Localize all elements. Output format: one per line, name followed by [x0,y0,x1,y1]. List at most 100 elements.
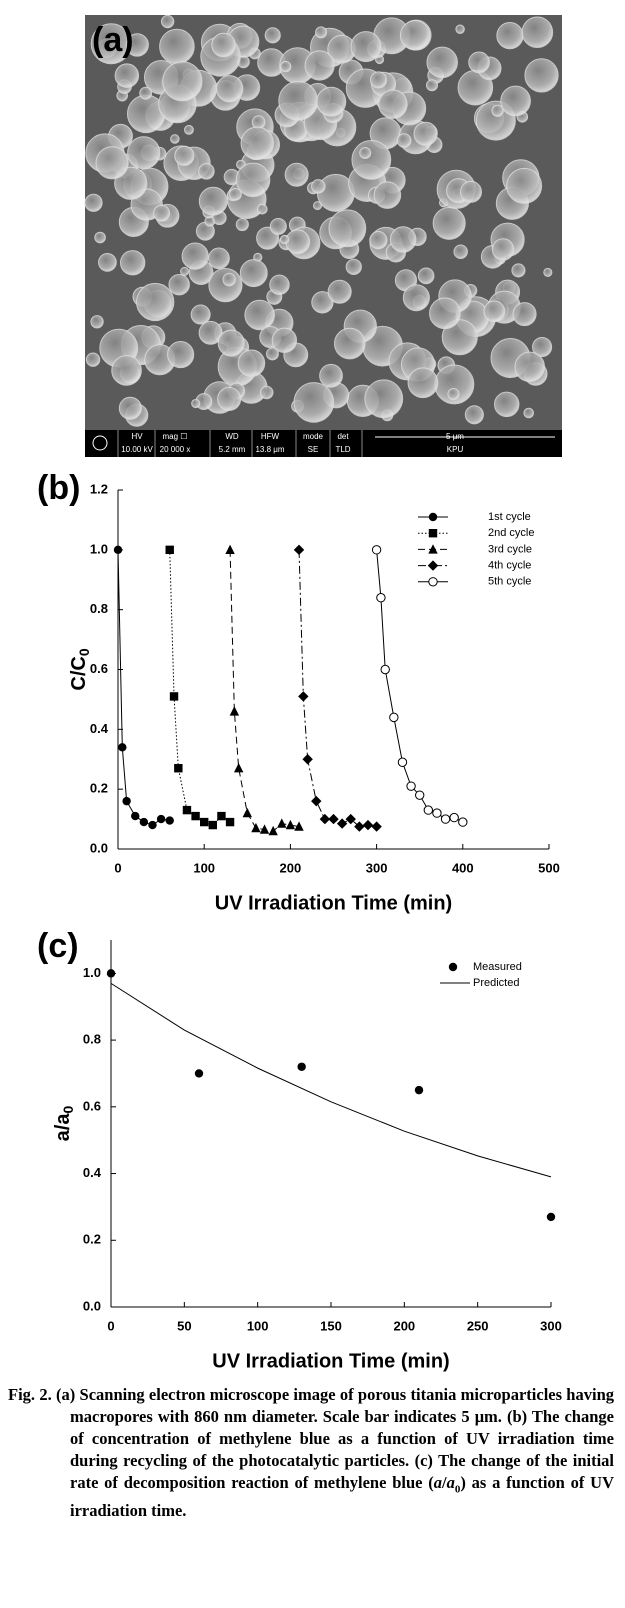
data-point [371,545,382,555]
sem-info-label: mag ☐ [163,432,188,441]
data-point [225,544,235,555]
sem-pore [453,244,468,259]
sem-pore [493,391,520,418]
sem-pore [90,315,104,329]
sem-pore [208,247,230,270]
sem-pore [311,179,326,194]
sem-pore [264,27,281,44]
panel-label: (c) [37,927,79,965]
data-point [546,1212,556,1222]
y-tick-label: 0.2 [83,1232,101,1247]
x-tick-label: 200 [393,1318,415,1333]
data-point [191,811,200,821]
x-tick-label: 300 [366,860,388,875]
sem-pore [455,24,465,34]
data-point [293,544,305,556]
y-axis-label-subscript: 0 [76,648,92,656]
data-point [122,796,131,806]
sem-pore [523,407,535,419]
y-tick-label: 0.0 [90,840,108,855]
sem-info-value: KPU [447,445,464,454]
data-point [131,811,140,821]
data-point [200,817,209,827]
data-point [415,790,425,800]
data-point [319,813,331,825]
sem-pore [211,32,236,58]
sem-info-label: HV [131,432,143,441]
sem-pore [222,272,236,287]
sem-pore [345,258,362,275]
data-point [169,692,179,701]
data-point [294,821,304,831]
sem-pore [84,193,103,212]
panel-label: (a) [92,21,134,59]
data-point [194,1069,204,1078]
sem-pore [85,352,101,367]
sem-pore [351,140,392,180]
sem-pore [483,300,506,323]
sem-pore [114,63,140,88]
sem-pore [118,396,142,420]
series-line [298,549,377,828]
sem-pore [334,327,366,360]
sem-pore [159,28,195,65]
sem-pore [278,80,319,121]
sem-icon [92,435,108,451]
legend-label: Measured [473,961,522,973]
data-point [458,817,468,827]
sem-pore [373,181,402,209]
data-point [182,805,192,815]
sem-pore [285,229,311,255]
sem-pore [98,253,117,272]
sem-pore [269,217,287,235]
series-line [376,549,464,823]
y-tick-label: 0.8 [90,601,108,616]
sem-pore [191,398,201,409]
sem-pore [239,259,268,288]
x-tick-label: 500 [538,860,560,875]
data-point [336,818,348,829]
x-tick-label: 300 [540,1318,562,1333]
data-point [311,795,322,807]
data-point [118,743,127,752]
sem-pore [311,291,334,314]
sem-pore [136,282,175,322]
sem-pore [369,231,388,250]
y-axis-label-text: a/a [52,1113,74,1142]
data-point [165,545,174,555]
sem-pore [153,204,171,222]
sem-pore [217,386,242,411]
sem-pore [350,31,382,63]
data-point [156,814,166,824]
series-line [110,982,552,1178]
caption-text: 0 [454,1483,461,1496]
sem-pore [90,23,132,65]
sem-pore [139,86,153,100]
caption-label: Fig. 2. [8,1385,52,1404]
sem-pore [265,347,279,361]
sem-info-bar [85,430,562,457]
sem-pore [396,133,412,148]
data-point [362,819,374,831]
sem-pore [94,231,106,244]
sem-pore [432,206,466,240]
legend-marker [428,544,438,554]
data-point [354,821,365,832]
x-tick-label: 100 [247,1318,269,1333]
sem-pore [407,367,439,399]
sem-pore [506,167,543,204]
sem-info-label: mode [303,432,324,441]
sem-pore [512,302,537,327]
x-axis-label: UV Irradiation Time (min) [212,1350,449,1372]
data-point [208,820,218,830]
data-point [251,822,261,833]
y-axis-label-subscript: 0 [60,1105,76,1113]
x-tick-label: 50 [177,1318,191,1333]
sem-pore [162,61,203,102]
data-point [380,664,390,675]
data-point [106,969,116,978]
sem-pore [441,319,478,356]
y-tick-label: 0.2 [90,781,108,796]
sem-info-label: WD [225,432,239,441]
sem-pore [468,51,490,74]
